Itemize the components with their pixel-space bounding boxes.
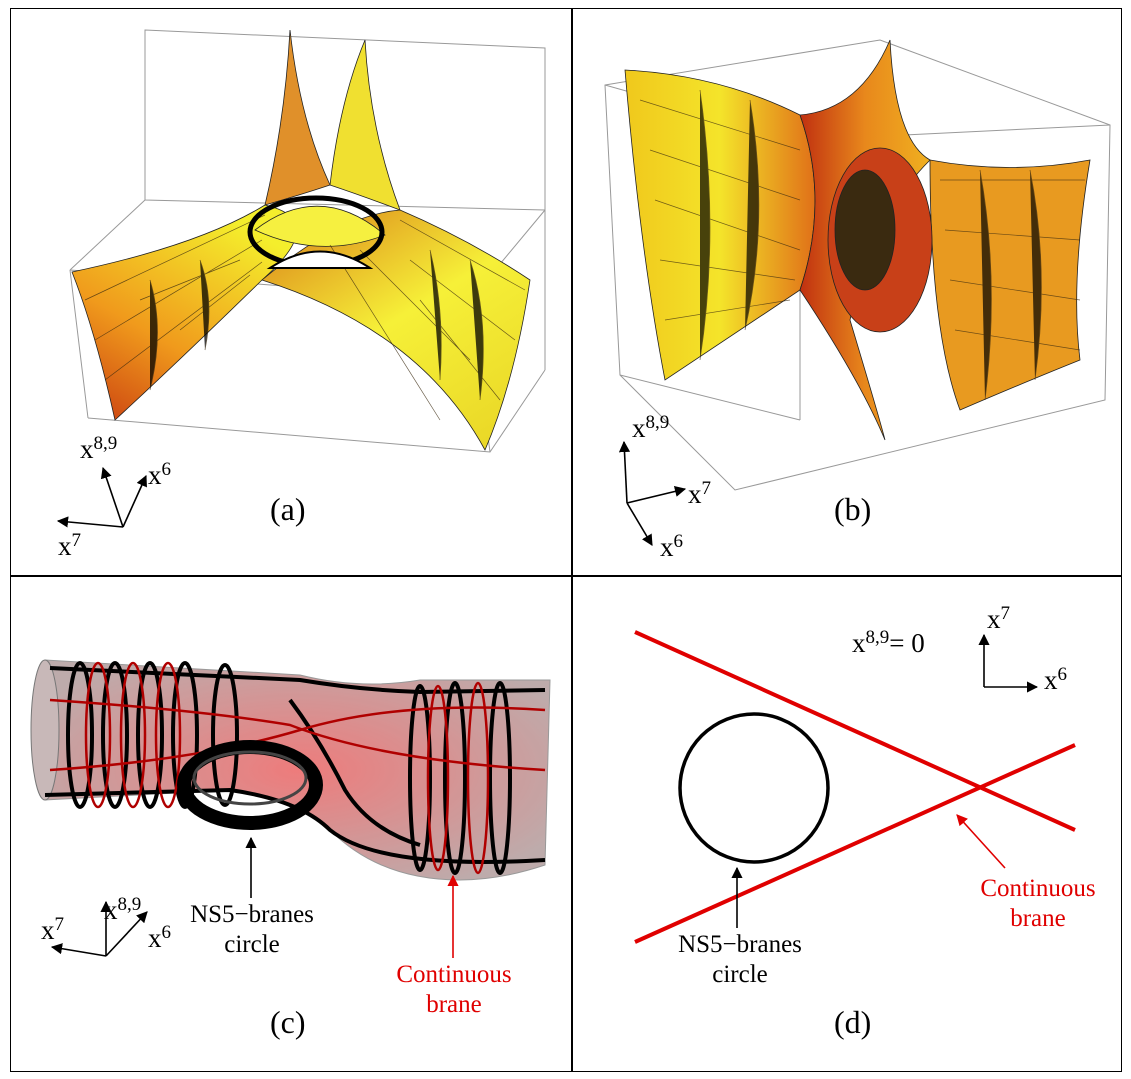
panel-d-brane-line-2 (634, 743, 1076, 944)
panel-c-axis-x89: x8,9 (104, 894, 142, 925)
panel-c-axis-x6: x6 (148, 922, 171, 953)
panel-c-tube (30, 659, 551, 881)
panel-c-label: (c) (270, 1004, 306, 1040)
red-pointer-arrows (447, 814, 1006, 958)
panel-d-axis-x7: x7 (987, 603, 1010, 634)
panel-a-surface-gap (266, 250, 374, 269)
panel-a-axis-x7: x7 (58, 530, 81, 561)
panel-b-axis-x89: x8,9 (632, 412, 670, 443)
panel-b-axis-x6: x6 (660, 531, 683, 562)
figure-frame (10, 8, 1122, 1072)
panel-d-label: (d) (834, 1004, 872, 1040)
panel-a-axis-x6: x6 (148, 459, 171, 490)
axis-arrows (50, 440, 1039, 957)
panel-d-ns5-annotation: NS5−branes circle (678, 931, 802, 988)
panel-a-surface (71, 29, 531, 451)
panel-c-ns5-torus (177, 740, 323, 830)
panel-a-axis-x89: x8,9 (80, 433, 118, 464)
panel-divider-horizontal (10, 575, 1122, 577)
panel-c-brane-annotation: Continuous brane (396, 961, 512, 1018)
panel-c-ns5-annotation: NS5−branes circle (190, 901, 314, 958)
panel-d-ns5-circle (678, 712, 830, 864)
panel-c-wireframe-black (44, 661, 546, 875)
panel-d-axis-x6: x6 (1044, 664, 1067, 695)
panel-b-surface (624, 39, 1091, 441)
panel-c-continuous-brane-lines (49, 661, 546, 875)
panel-d-brane-line-1 (634, 630, 1076, 832)
panel-b-axis-x7: x7 (688, 478, 711, 509)
panel-a-label: (a) (270, 491, 306, 527)
panel-divider-vertical (571, 8, 573, 1072)
panel-b-label: (b) (834, 491, 872, 527)
panel-c-axis-x7: x7 (41, 914, 64, 945)
panel-d-brane-annotation: Continuous brane (980, 875, 1096, 932)
panel-d-plane-equation: x8,9= 0 (852, 627, 925, 658)
